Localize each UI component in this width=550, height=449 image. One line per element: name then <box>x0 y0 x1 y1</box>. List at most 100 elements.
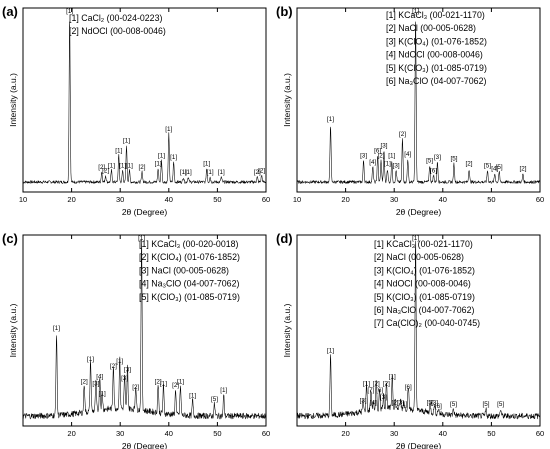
x-tick-label: 50 <box>213 195 221 204</box>
legend-entry: [2] K(ClO₄) (01-076-1852) <box>139 252 240 262</box>
peak-label: [1] <box>87 356 94 363</box>
legend-entry: [1] CaCl₂ (00-024-0223) <box>69 13 162 23</box>
panel-label: (b) <box>276 4 293 19</box>
legend-entry: [4] Na₃ClO (04-007-7062) <box>139 279 239 289</box>
legend-entry: [3] NaCl (00-005-0628) <box>139 265 229 275</box>
peak-label: [1] <box>220 387 227 394</box>
x-tick-label: 10 <box>293 195 301 204</box>
peak-label: [5] <box>427 399 434 406</box>
peak-label: [1] <box>218 169 225 176</box>
peak-label: [1] <box>115 147 122 154</box>
panel-3: (d) Intensity (a.u.) 2θ (Degree) 20 30 40 50 60… <box>276 231 544 449</box>
x-tick-label: 20 <box>67 195 75 204</box>
legend-entry: [3] K(ClO₄) (01-076-1852) <box>386 36 487 46</box>
y-axis-label: Intensity (a.u.) <box>282 73 292 127</box>
peak-label: [3] <box>431 399 438 406</box>
legend-entry: [2] NaCl (00-005-0628) <box>386 23 476 33</box>
xrd-trace <box>296 21 541 184</box>
peak-label: [1] <box>177 379 184 386</box>
peak-label: [3] <box>397 399 404 406</box>
peak-label: [1] <box>327 347 334 354</box>
peak-label: [1] <box>185 169 192 176</box>
peak-label: [1] <box>207 169 214 176</box>
peak-label: [2] <box>172 382 179 389</box>
x-tick-label: 40 <box>165 195 173 204</box>
peak-label: [4] <box>96 373 103 380</box>
peak-label: [3] <box>380 394 387 401</box>
x-tick-label: 60 <box>262 195 270 204</box>
peak-label: [3] <box>121 375 128 382</box>
legend-entry: [1] KCaCl₃ (00-020-0018) <box>139 239 238 249</box>
peak-label: [3] <box>434 154 441 161</box>
x-tick-label: 50 <box>213 429 221 438</box>
panel-1: (b) Intensity (a.u.) 2θ (Degree) 10 20 30 40 50… <box>276 4 544 217</box>
x-tick-label: 20 <box>341 429 349 438</box>
peak-label: [6] <box>374 147 381 154</box>
peak-label: [2] <box>383 380 390 387</box>
x-tick-label: 50 <box>487 429 495 438</box>
legend-entry: [2] NaCl (00-005-0628) <box>374 252 464 262</box>
x-tick-label: 30 <box>116 429 124 438</box>
peak-label: [1] <box>327 116 334 123</box>
x-axis-label: 2θ (Degree) <box>396 207 442 217</box>
peak-label: [5] <box>211 396 218 403</box>
legend-entry: [5] K(ClO₃) (01-085-0719) <box>139 292 240 302</box>
peak-label: [2] <box>466 161 473 168</box>
peak-label: [3] <box>393 162 400 169</box>
peak-label: [5] <box>450 401 457 408</box>
peak-label: [2] <box>132 384 139 391</box>
peak-label: [3] <box>92 380 99 387</box>
panel-0: (a) Intensity (a.u.) 2θ (Degree) 10 20 30 40 50… <box>2 4 270 217</box>
peak-label: [1] <box>203 161 210 168</box>
x-tick-label: 50 <box>487 195 495 204</box>
panel-label: (c) <box>2 231 18 246</box>
peak-label: [1] <box>119 162 126 169</box>
peak-label: [1] <box>116 358 123 365</box>
x-tick-label: 30 <box>116 195 124 204</box>
peak-label: [2] <box>98 164 105 171</box>
xrd-trace <box>22 21 267 184</box>
peak-label: [2] <box>392 399 399 406</box>
x-tick-label: 20 <box>341 195 349 204</box>
peak-label: [6] <box>405 384 412 391</box>
peak-label: [1] <box>126 162 133 169</box>
peak-label: [6] <box>435 403 442 410</box>
peak-label: [2] <box>254 169 261 176</box>
legend-entry: [6] Na₃ClO (04-007-7062) <box>386 76 486 86</box>
peak-label: [7] <box>367 387 374 394</box>
plot-frame <box>296 7 541 193</box>
plot-frame <box>22 234 267 427</box>
peak-label: [2] <box>399 131 406 138</box>
x-tick-label: 60 <box>536 195 544 204</box>
peak-label: [2] <box>378 152 385 159</box>
x-axis-label: 2θ (Degree) <box>122 207 168 217</box>
legend-entry: [4] NdOCl (00-008-0046) <box>374 279 471 289</box>
peak-label: [4] <box>370 399 377 406</box>
peak-label: [1] <box>138 235 145 242</box>
peak-label: [5] <box>497 401 504 408</box>
panel-2: (c) Intensity (a.u.) 2θ (Degree) 20 30 40 50 60… <box>2 231 270 449</box>
peak-label: [1] <box>388 152 395 159</box>
peak-label: [2] <box>102 167 109 174</box>
panel-label: (d) <box>276 231 293 246</box>
peak-label: [1] <box>363 380 370 387</box>
peak-label: [2] <box>519 166 526 173</box>
peak-label: [3] <box>360 152 367 159</box>
legend-entry: [7] Ca(ClO)₂ (00-040-0745) <box>374 318 480 328</box>
peak-label: [1] <box>99 391 106 398</box>
peak-label: [4] <box>404 151 411 158</box>
peak-label: [1] <box>66 8 73 15</box>
peak-label: [1] <box>412 8 419 15</box>
xrd-trace <box>296 240 541 420</box>
peak-label: [6] <box>430 167 437 174</box>
legend-entry: [3] K(ClO₄) (01-076-1852) <box>374 265 475 275</box>
legend-entry: [4] NdOCl (00-008-0046) <box>386 50 483 60</box>
peak-label: [1] <box>170 154 177 161</box>
x-tick-label: 30 <box>390 429 398 438</box>
x-tick-label: 10 <box>19 195 27 204</box>
y-axis-label: Intensity (a.u.) <box>282 303 292 357</box>
peak-label: [2] <box>139 164 146 171</box>
peak-label: [4] <box>369 159 376 166</box>
peak-label: [2] <box>110 363 117 370</box>
